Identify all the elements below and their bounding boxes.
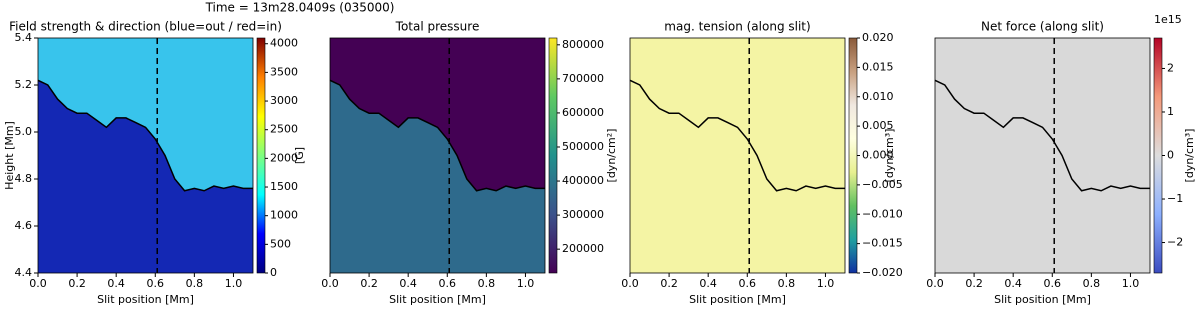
colorbar-tick-label: 3500: [270, 65, 298, 78]
colorbar-tick-label: 600000: [562, 106, 604, 119]
colorbar-tick-label: 0.020: [862, 31, 894, 44]
y-tick-label: 4.6: [15, 219, 33, 232]
y-tick-label: 4.8: [15, 172, 33, 185]
colorbar-tick-label: −0.005: [862, 178, 903, 191]
panel-title: mag. tension (along slit): [664, 20, 810, 34]
colorbar-tick-label: 200000: [562, 242, 604, 255]
colorbar-tick-label: 500000: [562, 140, 604, 153]
y-tick-label: 5.2: [15, 78, 33, 91]
colorbar-tick-label: 1000: [270, 209, 298, 222]
colorbar-tick-label: 0.010: [862, 90, 894, 103]
colorbar: [848, 37, 858, 274]
x-tick-label: 0.8: [478, 277, 496, 290]
y-tick-label: 5.4: [15, 31, 33, 44]
y-tick-label: 4.4: [15, 266, 33, 279]
x-tick-label: 0.6: [1044, 277, 1062, 290]
colorbar-label: [dyn/cm³]: [883, 129, 896, 183]
panel-title: Total pressure: [395, 20, 480, 34]
colorbar-tick-label: 4000: [270, 37, 298, 50]
x-axis-label: Slit position [Mm]: [97, 293, 194, 306]
colorbar-label: [G]: [293, 147, 306, 164]
panel-title: Net force (along slit): [981, 20, 1104, 34]
axes-frame: [629, 37, 846, 274]
x-tick-label: 0.4: [107, 277, 125, 290]
region-above: [38, 38, 253, 191]
colorbar-label: [dyn/cm³]: [1183, 129, 1196, 183]
colorbar-tick-label: 0: [270, 266, 277, 279]
x-axis-label: Slit position [Mm]: [994, 293, 1091, 306]
colorbar-tick-label: 0: [1167, 149, 1174, 162]
x-tick-label: 1.0: [517, 277, 535, 290]
y-axis-label: Height [Mm]: [3, 121, 16, 190]
x-tick-label: 0.4: [699, 277, 717, 290]
colorbar-tick-label: 0.005: [862, 119, 894, 132]
colorbar-tick-label: 1500: [270, 180, 298, 193]
x-tick-label: 0.6: [147, 277, 165, 290]
x-tick-label: 0.2: [360, 277, 378, 290]
colorbar-tick-label: 0.000: [862, 149, 894, 162]
x-tick-label: 0.8: [1083, 277, 1101, 290]
region-below: [630, 80, 845, 273]
colorbar-tick-label: 2500: [270, 123, 298, 136]
boundary-line: [934, 79, 1150, 192]
y-tick-label: 5.0: [15, 125, 33, 138]
x-tick-label: 0.0: [926, 277, 944, 290]
x-tick-label: 0.8: [186, 277, 204, 290]
x-tick-label: 0.2: [68, 277, 86, 290]
colorbar: [1153, 37, 1163, 274]
x-tick-label: 0.4: [1004, 277, 1022, 290]
colorbar-tick-label: 400000: [562, 174, 604, 187]
region-above: [935, 38, 1150, 191]
axes-frame: [329, 37, 546, 274]
x-tick-label: 0.8: [778, 277, 796, 290]
x-tick-label: 0.0: [29, 277, 47, 290]
colorbar-tick-label: −0.015: [862, 237, 903, 250]
colorbar-tick-label: 2: [1167, 61, 1174, 74]
boundary-line: [37, 79, 253, 192]
colorbar-offset: 1e15: [1154, 13, 1182, 26]
x-tick-label: 1.0: [817, 277, 835, 290]
colorbar-tick-label: 0.015: [862, 60, 894, 73]
colorbar-tick-label: −0.010: [862, 207, 903, 220]
colorbar-tick-label: 2000: [270, 151, 298, 164]
x-tick-label: 1.0: [1122, 277, 1140, 290]
colorbar: [256, 37, 266, 274]
colorbar-tick-label: −1: [1167, 192, 1183, 205]
region-below: [330, 80, 545, 273]
colorbar-tick-label: 500: [270, 237, 291, 250]
x-tick-label: 0.0: [621, 277, 639, 290]
colorbar-tick-label: −0.020: [862, 266, 903, 279]
x-tick-label: 0.2: [660, 277, 678, 290]
x-axis-label: Slit position [Mm]: [689, 293, 786, 306]
boundary-line: [629, 79, 845, 192]
axes-frame: [37, 37, 254, 274]
x-axis-label: Slit position [Mm]: [389, 293, 486, 306]
region-below: [38, 80, 253, 273]
colorbar-tick-label: −2: [1167, 236, 1183, 249]
suptitle: Time = 13m28.0409s (035000): [205, 1, 395, 15]
region-below: [935, 80, 1150, 273]
colorbar-label: [dyn/cm²]: [605, 129, 618, 183]
region-above: [330, 38, 545, 191]
colorbar-tick-label: 300000: [562, 208, 604, 221]
axes-frame: [934, 37, 1151, 274]
x-tick-label: 0.6: [739, 277, 757, 290]
panel-title: Field strength & direction (blue=out / r…: [9, 20, 282, 34]
colorbar-tick-label: 1: [1167, 105, 1174, 118]
colorbar-tick-label: 3000: [270, 94, 298, 107]
region-above: [630, 38, 845, 191]
colorbar: [548, 37, 558, 274]
x-tick-label: 0.2: [965, 277, 983, 290]
colorbar-tick-label: 700000: [562, 72, 604, 85]
x-tick-label: 1.0: [225, 277, 243, 290]
x-tick-label: 0.0: [321, 277, 339, 290]
colorbar-tick-label: 800000: [562, 38, 604, 51]
x-tick-label: 0.4: [399, 277, 417, 290]
boundary-line: [329, 79, 545, 192]
x-tick-label: 0.6: [439, 277, 457, 290]
